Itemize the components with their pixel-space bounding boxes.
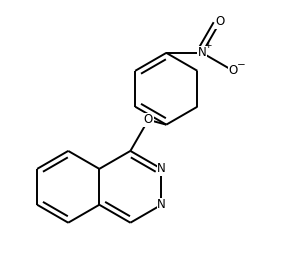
Text: N: N xyxy=(157,198,166,211)
Text: O: O xyxy=(215,15,225,28)
Text: O: O xyxy=(229,64,238,77)
Text: N: N xyxy=(198,46,206,59)
Text: N: N xyxy=(157,162,166,175)
Text: +: + xyxy=(204,41,212,50)
Text: −: − xyxy=(237,60,246,70)
Text: O: O xyxy=(144,113,153,126)
